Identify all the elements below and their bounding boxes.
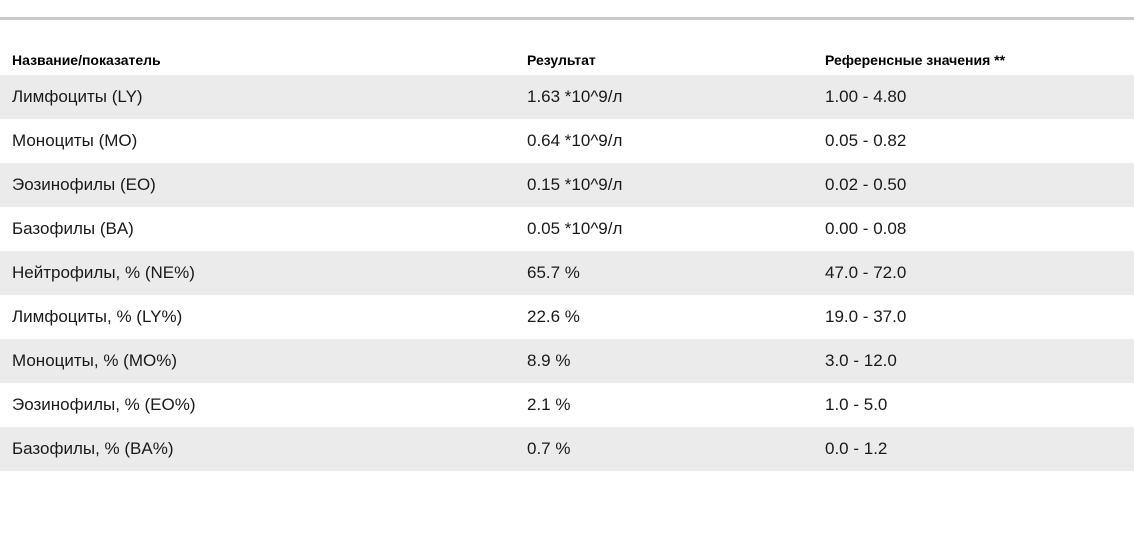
column-header-reference: Референсные значения ** [825, 52, 1006, 68]
cell-reference: 0.0 - 1.2 [825, 439, 888, 458]
cell-name: Лимфоциты, % (LY%) [12, 307, 183, 326]
cell-name: Лимфоциты (LY) [12, 87, 143, 106]
cell-reference: 0.05 - 0.82 [825, 131, 907, 150]
table-row: Моноциты, % (MO%) 8.9 % 3.0 - 12.0 [0, 339, 1134, 383]
cell-reference: 0.02 - 0.50 [825, 175, 907, 194]
cell-result: 65.7 % [527, 263, 580, 282]
cell-name: Нейтрофилы, % (NE%) [12, 263, 195, 282]
top-divider [0, 17, 1134, 20]
cell-name: Моноциты, % (MO%) [12, 351, 177, 370]
cell-name: Моноциты (MO) [12, 131, 138, 150]
column-header-result: Результат [527, 52, 596, 68]
table-row: Эозинофилы, % (EO%) 2.1 % 1.0 - 5.0 [0, 383, 1134, 427]
cell-result: 0.05 *10^9/л [527, 219, 623, 238]
cell-result: 22.6 % [527, 307, 580, 326]
cell-name: Эозинофилы (EO) [12, 175, 156, 194]
cell-reference: 1.00 - 4.80 [825, 87, 907, 106]
table-row: Моноциты (MO) 0.64 *10^9/л 0.05 - 0.82 [0, 119, 1134, 163]
cell-name: Базофилы (BA) [12, 219, 134, 238]
cell-reference: 3.0 - 12.0 [825, 351, 897, 370]
cell-result: 0.7 % [527, 439, 571, 458]
table-row: Базофилы, % (BA%) 0.7 % 0.0 - 1.2 [0, 427, 1134, 471]
cell-reference: 47.0 - 72.0 [825, 263, 907, 282]
results-table: Название/показатель Результат Референсны… [0, 45, 1134, 471]
column-header-name: Название/показатель [12, 52, 161, 68]
cell-result: 2.1 % [527, 395, 571, 414]
cell-reference: 1.0 - 5.0 [825, 395, 888, 414]
table-row: Базофилы (BA) 0.05 *10^9/л 0.00 - 0.08 [0, 207, 1134, 251]
cell-result: 1.63 *10^9/л [527, 87, 623, 106]
table-row: Лимфоциты, % (LY%) 22.6 % 19.0 - 37.0 [0, 295, 1134, 339]
cell-result: 8.9 % [527, 351, 571, 370]
cell-result: 0.15 *10^9/л [527, 175, 623, 194]
table-header-row: Название/показатель Результат Референсны… [0, 45, 1134, 75]
table-row: Лимфоциты (LY) 1.63 *10^9/л 1.00 - 4.80 [0, 75, 1134, 119]
cell-reference: 19.0 - 37.0 [825, 307, 907, 326]
cell-name: Эозинофилы, % (EO%) [12, 395, 196, 414]
cell-result: 0.64 *10^9/л [527, 131, 623, 150]
cell-reference: 0.00 - 0.08 [825, 219, 907, 238]
table-row: Эозинофилы (EO) 0.15 *10^9/л 0.02 - 0.50 [0, 163, 1134, 207]
cell-name: Базофилы, % (BA%) [12, 439, 174, 458]
table-row: Нейтрофилы, % (NE%) 65.7 % 47.0 - 72.0 [0, 251, 1134, 295]
